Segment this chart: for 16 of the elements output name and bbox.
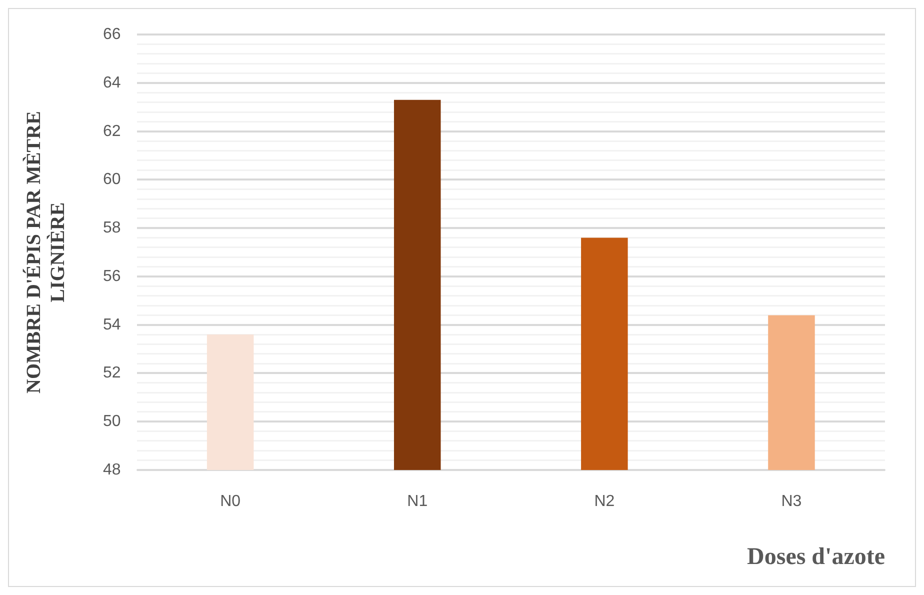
x-axis-title: Doses d'azote [747,544,886,570]
x-tick-label: N2 [594,493,615,510]
y-tick-label: 60 [103,171,121,188]
y-tick-label: 54 [103,316,121,334]
y-tick-label: 50 [103,413,121,430]
y-tick-label: 64 [103,74,121,92]
x-tick-label: N0 [220,493,241,510]
x-tick-label: N1 [407,493,428,510]
y-tick-label: 48 [103,461,121,478]
y-tick-label: 52 [103,364,121,382]
y-tick-label: 56 [103,268,121,285]
y-tick-label: 66 [103,26,121,44]
x-tick-label: N3 [781,493,802,510]
y-axis-title: NOMBRE D'ÉPIS PAR MÈTRE LIGNIÈRE [22,111,70,394]
y-tick-label: 62 [103,122,121,140]
y-tick-label: 58 [103,220,121,237]
